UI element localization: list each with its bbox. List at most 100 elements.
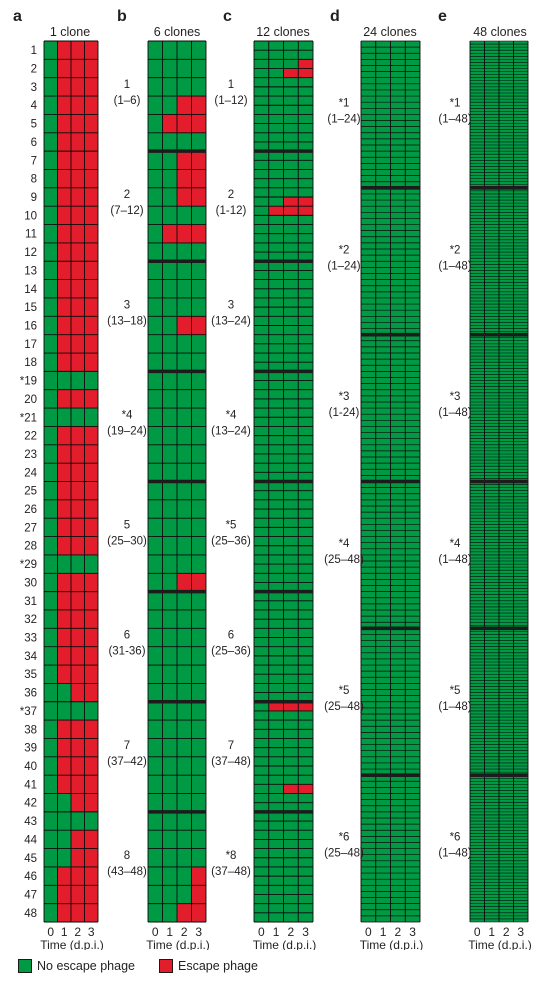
group-range: (1–48) (438, 407, 471, 419)
group-label: *4 (339, 538, 350, 550)
group-range: (13–18) (107, 315, 147, 327)
legend-no-escape: No escape phage (18, 959, 135, 973)
escape-cell (283, 68, 299, 78)
row-label: 26 (24, 504, 37, 516)
escape-cell (71, 591, 85, 610)
escape-cell (57, 316, 71, 335)
escape-cell (71, 756, 85, 776)
row-label: 43 (24, 816, 37, 828)
escape-cell (84, 609, 98, 629)
escape-cell (71, 628, 85, 647)
escape-cell (84, 499, 98, 519)
row-label: 27 (24, 522, 37, 534)
group-range: (25–36) (211, 536, 251, 548)
group-range: (43–48) (107, 866, 147, 878)
x-tick-label: 3 (517, 925, 524, 939)
row-label: 6 (31, 137, 37, 149)
escape-cell (71, 499, 85, 519)
escape-cell (177, 224, 192, 243)
escape-cell (57, 573, 71, 592)
row-label: 45 (24, 853, 37, 865)
escape-cell (84, 518, 98, 537)
escape-cell (84, 903, 98, 922)
panel-letter-c: c (223, 8, 232, 25)
escape-cell (71, 59, 85, 78)
row-label: *19 (20, 376, 37, 388)
escape-cell (84, 96, 98, 115)
escape-cell (84, 481, 98, 500)
escape-cell (298, 59, 313, 69)
escape-cell (71, 536, 85, 555)
escape-cell (71, 426, 85, 445)
escape-cell (191, 96, 206, 115)
escape-cell (57, 41, 71, 60)
escape-cell (71, 353, 85, 372)
escape-cell (71, 389, 85, 409)
row-label: 16 (24, 320, 37, 332)
x-axis-label: Time (d.p.i.) (40, 938, 104, 950)
escape-cell (177, 573, 192, 592)
escape-cell (57, 665, 71, 684)
panel-letter-a: a (13, 8, 22, 25)
group-range: (13–24) (211, 315, 251, 327)
group-range: (37–42) (107, 756, 147, 768)
escape-cell (71, 665, 85, 684)
row-label: 33 (24, 633, 37, 645)
escape-cell (177, 169, 192, 188)
escape-cell (57, 499, 71, 519)
group-range: (13–24) (211, 425, 251, 437)
escape-cell (84, 77, 98, 97)
escape-cell (298, 68, 313, 78)
escape-cell (57, 297, 71, 317)
escape-cell (71, 41, 85, 60)
panel-title-c: 12 clones (256, 25, 310, 39)
group-range: (1–24) (327, 260, 360, 272)
escape-cell (84, 793, 98, 812)
group-label: *6 (450, 832, 461, 844)
escape-cell (71, 775, 85, 794)
escape-cell (71, 518, 85, 537)
x-tick-label: 2 (74, 925, 81, 939)
escape-cell (71, 334, 85, 354)
escape-cell (177, 151, 192, 170)
escape-cell (84, 224, 98, 243)
escape-cell (162, 114, 177, 133)
row-label: 22 (24, 431, 37, 443)
escape-cell (191, 866, 206, 886)
row-label: 23 (24, 449, 37, 461)
escape-cell (57, 169, 71, 188)
row-label: 24 (24, 467, 37, 479)
row-label: 25 (24, 486, 37, 498)
escape-cell (84, 59, 98, 78)
escape-cell (57, 206, 71, 225)
panel-title-b: 6 clones (154, 25, 201, 39)
escape-cell (71, 242, 85, 262)
escape-cell (71, 720, 85, 739)
x-axis-label: Time (d.p.i.) (253, 938, 317, 950)
escape-cell (84, 866, 98, 886)
escape-cell (57, 279, 71, 298)
figure: a1 clone123456789101112131415161718*1920… (13, 8, 532, 950)
escape-cell (57, 646, 71, 666)
row-label: 9 (31, 192, 37, 204)
row-label: 1 (31, 45, 37, 57)
escape-cell (84, 628, 98, 647)
group-label: *1 (450, 97, 461, 109)
escape-cell (84, 114, 98, 133)
x-tick-label: 0 (365, 925, 372, 939)
escape-cell (71, 738, 85, 757)
group-label: 1 (228, 79, 234, 91)
x-tick-label: 0 (474, 925, 481, 939)
group-range: (1–6) (114, 95, 141, 107)
group-range: (31-36) (108, 646, 145, 658)
escape-cell (177, 96, 192, 115)
row-label: 5 (31, 119, 37, 131)
group-label: *8 (226, 850, 237, 862)
row-label: 44 (24, 834, 37, 846)
group-label: 6 (228, 630, 234, 642)
escape-cell (268, 206, 284, 216)
escape-cell (283, 784, 299, 794)
escape-cell (57, 353, 71, 372)
x-axis-label: Time (d.p.i.) (468, 938, 532, 950)
escape-cell (84, 848, 98, 867)
